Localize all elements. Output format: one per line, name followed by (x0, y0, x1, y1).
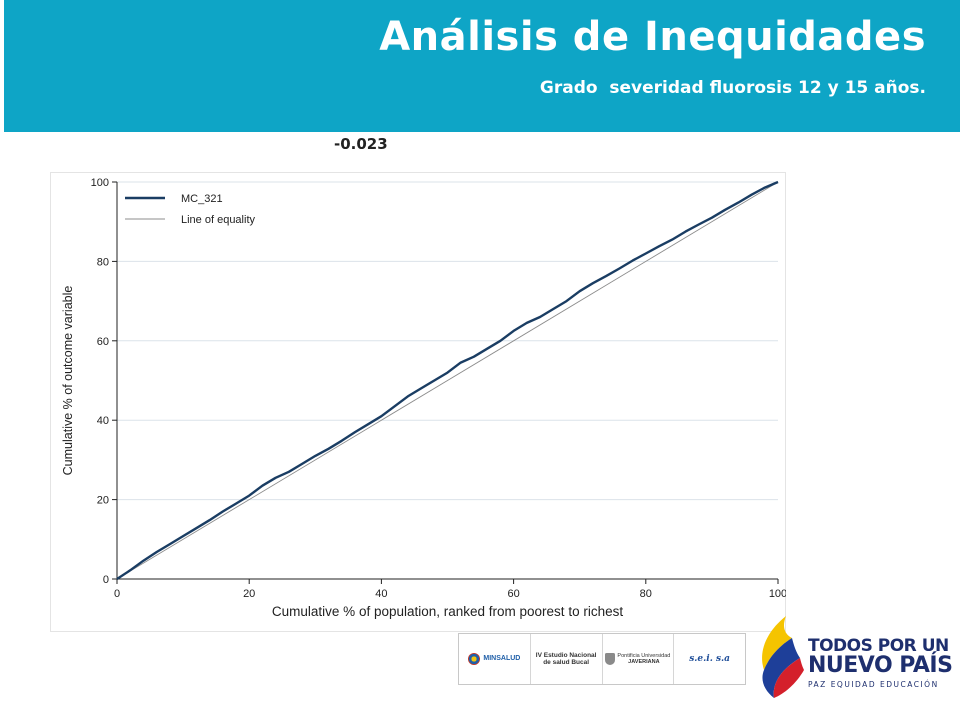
concentration-index-value: -0.023 (334, 135, 388, 153)
university-crest-icon (605, 653, 616, 665)
slide-subtitle: Grado severidad fluorosis 12 y 15 años. (539, 78, 926, 98)
concentration-curve-chart: 0 20 40 60 80 100 0 20 40 60 80 100 Cumulative % of … (50, 172, 786, 632)
brand-text: TODOS POR UN NUEVO PAÍS PAZ EQUIDAD EDUC… (808, 636, 953, 689)
brand-line2: NUEVO PAÍS (808, 653, 953, 678)
logo-sei: s.e.i. s.a (674, 634, 745, 684)
logo-study-line2: de salud Bucal (543, 659, 590, 666)
x-tick-label: 60 (507, 588, 519, 600)
logo-study-line1: IV Estudio Nacional (535, 651, 597, 659)
y-tick-label: 80 (97, 256, 109, 268)
logo-sei-text: s.e.i. s.a (689, 653, 731, 664)
brand-line3: PAZ EQUIDAD EDUCACIÓN (808, 680, 939, 689)
chart-frame: 0 20 40 60 80 100 0 20 40 60 80 100 Cumulative % of … (50, 172, 786, 632)
x-tick-label: 80 (640, 588, 652, 600)
y-axis-title: Cumulative % of outcome variable (61, 286, 75, 476)
slide-title: Análisis de Inequidades (379, 14, 926, 60)
y-tick-label: 60 (97, 336, 109, 348)
series-line-mc321 (116, 180, 779, 581)
colombia-seal-icon (468, 653, 481, 665)
logo-minsalud-text: MINSALUD (483, 654, 521, 662)
logo-study: IV Estudio Nacional de salud Bucal (531, 634, 603, 684)
y-tick-label: 100 (91, 177, 109, 189)
series-line-equality (116, 181, 779, 580)
legend-label: Line of equality (181, 214, 255, 226)
brand-logo: TODOS POR UN NUEVO PAÍS PAZ EQUIDAD EDUC… (752, 614, 953, 704)
x-tick-label: 0 (114, 588, 120, 600)
x-tick-label: 100 (769, 588, 786, 600)
logo-university-line1: Pontificia Universidad (617, 652, 671, 659)
logo-minsalud: MINSALUD (459, 634, 531, 684)
partner-logos: MINSALUD IV Estudio Nacional de salud Buc… (458, 633, 746, 685)
header-banner: Análisis de Inequidades Grado severidad … (4, 0, 960, 132)
y-tick-label: 0 (103, 574, 109, 586)
y-tick-label: 40 (97, 415, 109, 427)
x-tick-label: 20 (243, 588, 255, 600)
logo-javeriana: Pontificia Universidad JAVERIANA (603, 634, 675, 684)
y-tick-label: 20 (97, 495, 109, 507)
x-axis-title: Cumulative % of population, ranked from … (272, 604, 623, 619)
colombia-flag-swoosh-icon (762, 616, 804, 698)
logo-university-line2: JAVERIANA (628, 659, 660, 665)
brand-line1: TODOS POR UN (808, 636, 949, 656)
legend-label: MC_321 (181, 193, 223, 205)
x-tick-label: 40 (375, 588, 387, 600)
